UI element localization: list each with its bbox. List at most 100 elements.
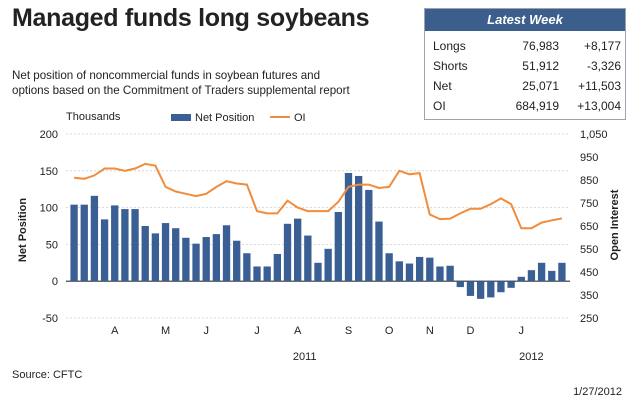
latest-week-label: Net <box>433 79 452 93</box>
net-position-bar <box>487 281 495 298</box>
net-position-bars <box>70 173 566 299</box>
latest-week-row-net: Net 25,071 +11,503 <box>425 79 625 97</box>
latest-week-label: OI <box>433 99 446 113</box>
latest-week-row-shorts: Shorts 51,912 -3,326 <box>425 59 625 77</box>
year-tick-label: 2012 <box>519 351 543 363</box>
units-label: Thousands <box>66 111 121 123</box>
right-tick-label: 350 <box>580 290 598 302</box>
latest-week-box: Latest Week Longs 76,983 +8,177 Shorts 5… <box>424 8 626 120</box>
net-position-bar <box>507 281 515 288</box>
month-tick-label: S <box>345 325 352 337</box>
report-date: 1/27/2012 <box>573 386 622 398</box>
latest-week-label: Shorts <box>433 59 468 73</box>
net-position-bar <box>415 256 424 282</box>
net-position-bar <box>172 228 180 282</box>
legend-swatch-net-position <box>171 114 191 121</box>
net-position-bar <box>385 253 393 282</box>
net-position-bar <box>131 209 139 282</box>
left-tick-label: 50 <box>46 239 58 251</box>
net-position-bar <box>476 281 485 299</box>
net-position-bar <box>151 233 160 282</box>
net-position-bar <box>283 223 292 282</box>
month-tick-label: N <box>426 325 434 337</box>
net-position-bar <box>405 263 414 282</box>
left-tick-label: 150 <box>40 166 58 178</box>
right-tick-label: 750 <box>580 198 598 210</box>
latest-week-change: -3,326 <box>586 59 621 73</box>
left-tick-label: 100 <box>40 203 58 215</box>
right-tick-label: 950 <box>580 152 598 164</box>
latest-week-change: +11,503 <box>578 79 621 93</box>
net-position-bar <box>344 173 353 282</box>
right-tick-label: 650 <box>580 221 598 233</box>
latest-week-change: +13,004 <box>577 99 621 113</box>
latest-week-label: Longs <box>433 39 466 53</box>
net-position-bar <box>304 235 312 282</box>
net-position-bar <box>446 265 454 282</box>
subtitle-line-2: options based on the Commitment of Trade… <box>12 84 350 97</box>
latest-week-change: +8,177 <box>583 39 621 53</box>
latest-week-row-longs: Longs 76,983 +8,177 <box>425 39 625 57</box>
net-position-bar <box>192 243 200 282</box>
latest-week-value: 25,071 <box>522 79 559 93</box>
latest-week-value: 51,912 <box>522 59 559 73</box>
net-position-bar <box>212 234 221 282</box>
net-position-bar <box>202 237 210 282</box>
net-position-bar <box>334 212 342 282</box>
net-position-bar <box>243 253 251 282</box>
latest-week-heading: Latest Week <box>425 9 625 31</box>
month-tick-label: D <box>466 325 474 337</box>
net-position-bar <box>537 262 546 282</box>
net-position-bar <box>100 219 109 282</box>
net-position-bar <box>70 204 78 282</box>
month-tick-label: M <box>161 325 170 337</box>
month-tick-label: A <box>111 325 119 337</box>
legend: Net Position OI <box>171 112 306 124</box>
left-tick-label: 0 <box>52 276 58 288</box>
month-tick-label: J <box>254 325 260 337</box>
month-tick-label: O <box>385 325 394 337</box>
net-position-bar <box>294 218 302 282</box>
net-position-bar <box>161 223 170 282</box>
right-tick-label: 1,050 <box>580 129 608 141</box>
net-position-bar <box>80 204 88 282</box>
axis-ticks: -50 0 50 100 150 200 250 350 450 550 650 750 850 950 1… <box>40 129 608 363</box>
net-position-bar <box>253 266 261 282</box>
subtitle-line-1: Net position of noncommercial funds in s… <box>12 69 321 82</box>
net-position-bar <box>456 281 464 288</box>
net-position-bar <box>90 195 99 282</box>
right-tick-label: 550 <box>580 244 598 256</box>
month-tick-label: J <box>519 325 525 337</box>
net-position-bar <box>466 281 475 296</box>
net-position-bar <box>354 175 363 282</box>
net-position-bar <box>365 189 373 282</box>
left-axis-label: Net Position <box>17 198 29 262</box>
net-position-bar <box>263 266 271 282</box>
gridlines <box>66 133 570 319</box>
open-interest-series-line <box>73 162 563 230</box>
year-tick-label: 2011 <box>293 351 317 363</box>
net-position-bar <box>273 253 282 282</box>
net-position-bar <box>436 266 444 282</box>
legend-label-net-position: Net Position <box>195 112 254 124</box>
net-position-bar <box>548 270 556 282</box>
net-position-bar <box>375 221 383 282</box>
net-position-bar <box>558 262 566 282</box>
latest-week-value: 684,919 <box>515 99 559 113</box>
open-interest-line <box>73 162 563 230</box>
net-position-bar <box>314 262 322 282</box>
latest-week-row-oi: OI 684,919 +13,004 <box>425 99 625 117</box>
right-tick-label: 850 <box>580 175 598 187</box>
right-axis-label: Open Interest <box>609 189 621 260</box>
net-position-bar <box>111 205 119 282</box>
net-position-bar <box>141 226 149 282</box>
net-position-bar <box>222 225 231 282</box>
net-position-bar <box>517 276 525 282</box>
net-position-bar <box>426 257 434 282</box>
net-position-bar <box>182 237 190 282</box>
right-tick-label: 250 <box>580 313 598 325</box>
net-position-bar <box>527 270 536 282</box>
net-position-bar <box>121 209 129 282</box>
net-position-bar <box>395 261 403 282</box>
net-position-bar <box>324 248 332 282</box>
